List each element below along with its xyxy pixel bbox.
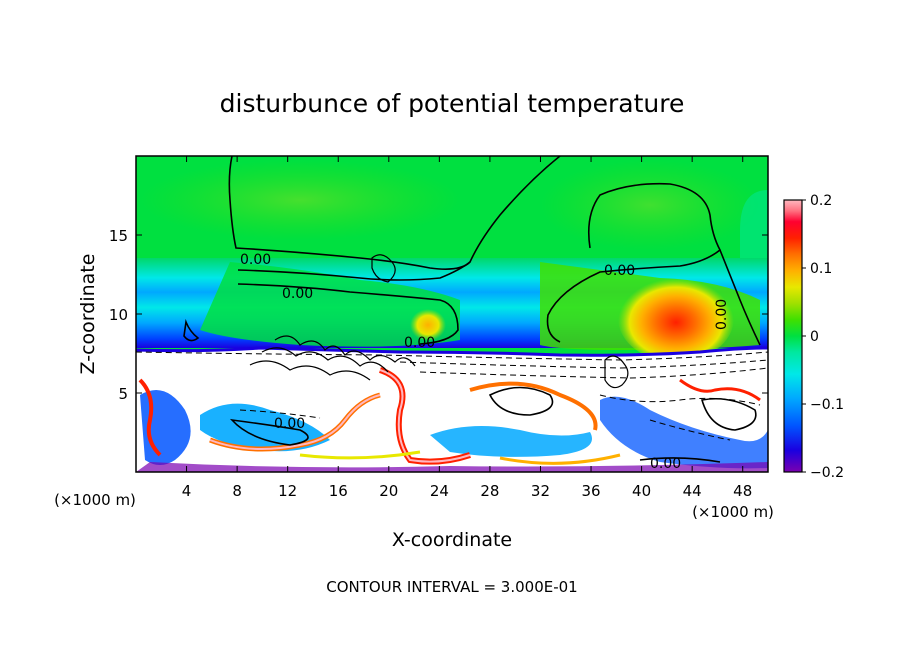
field-green-dome [200, 262, 460, 347]
dashed-contour [599, 394, 761, 406]
field-warm-streak [679, 378, 761, 402]
contour-label: 0.00 [604, 263, 635, 279]
colorbar-tick-label: 0 [810, 329, 819, 345]
contour-label: 0.00 [714, 299, 730, 330]
x-tick-label: 40 [632, 482, 651, 500]
contour-line [488, 386, 554, 416]
x-tick-label: 32 [531, 482, 550, 500]
contour-line [183, 318, 200, 342]
x-unit-note-right: (×1000 m) [692, 503, 774, 521]
field-warm-anomaly [618, 274, 734, 362]
x-axis-label: X-coordinate [392, 529, 512, 551]
x-tick-label: 4 [182, 482, 192, 500]
field-warm-anomaly [410, 309, 446, 341]
x-tick-label: 44 [683, 482, 702, 500]
colorbar-tick-label: 0.1 [810, 261, 832, 277]
z-axis-label: Z-coordinate [77, 254, 99, 375]
field-warm-streak [209, 394, 381, 450]
x-tick-label: 36 [581, 482, 600, 500]
field-cold-streak [200, 403, 330, 452]
contour-interval-note: CONTOUR INTERVAL = 3.000E-01 [326, 578, 577, 596]
field-warm-streak [138, 378, 162, 457]
z-tick-label: 10 [109, 306, 128, 324]
x-axis-ticks: 4 8 12 16 20 24 28 32 36 40 44 48 [182, 156, 752, 500]
contour-line [719, 249, 761, 346]
contour-label: 0.00 [650, 456, 681, 472]
colorbar [783, 199, 803, 473]
contour-line [249, 360, 371, 381]
contour-line [229, 418, 309, 446]
dashed-contour [239, 409, 321, 419]
x-tick-label: 48 [733, 482, 752, 500]
colorbar-tick-label: −0.2 [810, 465, 844, 481]
x-unit-note-left: (×1000 m) [54, 491, 136, 509]
x-tick-label: 20 [379, 482, 398, 500]
plot-area [136, 156, 768, 472]
contour-label: 0.00 [274, 416, 305, 432]
contour-line [237, 283, 459, 345]
dashed-contour [649, 419, 731, 441]
contour-line [228, 156, 561, 270]
z-axis-ticks: 5 10 15 [109, 227, 768, 403]
field-pale-region [140, 160, 460, 240]
chart-title: disturbunce of potential temperature [220, 89, 685, 118]
field-warm-streak [469, 381, 598, 431]
field-cold-streak [430, 426, 592, 457]
contour-label: 0.00 [240, 252, 271, 268]
dashed-contours [136, 351, 768, 441]
contour-label: 0.00 [282, 286, 313, 302]
contour-labels: 0.00 0.00 0.00 0.00 0.00 0.00 0.00 [240, 252, 730, 472]
contour-line [604, 355, 629, 389]
dashed-contour [136, 351, 768, 361]
colorbar-tick-label: 0.2 [810, 193, 832, 209]
field-warm-streak [379, 369, 471, 463]
contour-line [261, 347, 389, 373]
colorbar-ticks: 0.2 0.1 0 −0.1 −0.2 [802, 193, 844, 481]
field-cold-streak [136, 462, 768, 472]
x-tick-label: 16 [329, 482, 348, 500]
contour-label: 0.00 [404, 335, 435, 351]
x-tick-label: 28 [480, 482, 499, 500]
contour-line [371, 254, 396, 283]
colorbar-tick-label: −0.1 [810, 397, 844, 413]
z-tick-label: 15 [109, 227, 128, 245]
contour-line [274, 335, 416, 367]
field-warm-streak [499, 453, 621, 465]
field-lower-edge [136, 346, 768, 357]
x-tick-label: 12 [278, 482, 297, 500]
field-pale-region [540, 160, 760, 250]
z-tick-label: 5 [118, 385, 128, 403]
x-tick-label: 8 [232, 482, 242, 500]
x-tick-label: 24 [430, 482, 449, 500]
field-cold-streak [600, 396, 768, 469]
dashed-contour [399, 359, 768, 369]
field-warm-streak [299, 450, 421, 460]
dashed-contour [419, 367, 768, 379]
contour-line [639, 457, 721, 463]
